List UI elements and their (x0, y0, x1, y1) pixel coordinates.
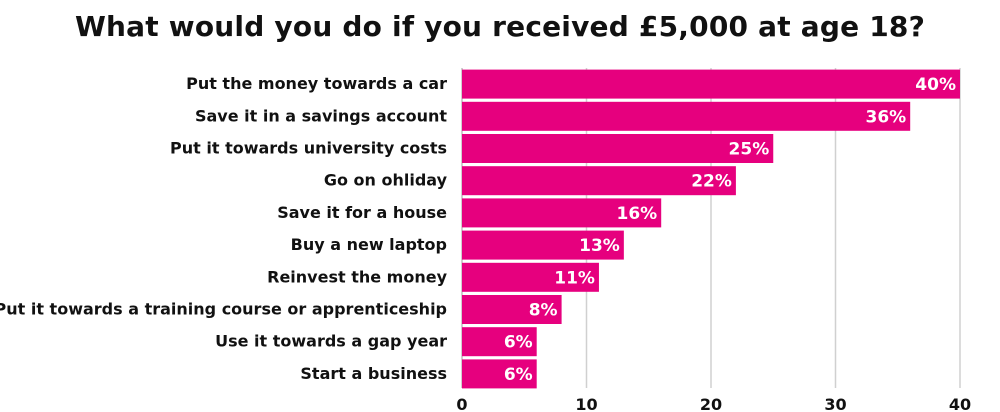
x-tick-label: 0 (456, 395, 467, 412)
category-label: Start a business (300, 364, 447, 383)
bar (462, 134, 774, 163)
bar-value-label: 13% (579, 236, 620, 256)
x-tick-label: 40 (949, 395, 971, 412)
bar-value-label: 22% (691, 172, 732, 192)
category-label: Buy a new laptop (291, 235, 447, 254)
category-labels: Put the money towards a car Save it in a … (0, 74, 448, 383)
bar (462, 230, 624, 260)
bar (462, 101, 911, 131)
x-tick-label: 30 (824, 395, 846, 412)
category-label: Reinvest the money (267, 267, 447, 286)
bar (462, 359, 537, 389)
bar (462, 295, 562, 324)
category-label: Save it in a savings account (195, 106, 447, 125)
bar (462, 262, 599, 292)
bar-value-label: 6% (504, 333, 533, 353)
bar (462, 69, 960, 99)
chart-title: What would you do if you received £5,000… (74, 10, 926, 43)
bars: 40% 36% 25% 22% 16% 13% 11% 8% 6% 6% (462, 69, 960, 389)
category-label: Put it towards a training course or appr… (0, 300, 447, 319)
bar-value-label: 8% (529, 301, 558, 321)
category-label: Use it towards a gap year (215, 332, 447, 351)
bar-value-label: 25% (729, 140, 770, 160)
category-label: Put it towards university costs (170, 139, 447, 158)
category-label: Save it for a house (277, 203, 447, 222)
bar (462, 327, 537, 357)
bar-value-label: 40% (915, 75, 956, 95)
category-label: Go on ohliday (324, 171, 448, 190)
x-axis-ticks: 0 10 20 30 40 (456, 395, 971, 412)
bar-value-label: 6% (504, 365, 533, 385)
bar (462, 166, 736, 196)
bar-value-label: 16% (616, 204, 657, 224)
category-label: Put the money towards a car (186, 74, 447, 93)
x-tick-label: 20 (700, 395, 722, 412)
x-tick-label: 10 (575, 395, 597, 412)
bar (462, 198, 662, 228)
bar-value-label: 36% (865, 107, 906, 127)
bar-value-label: 11% (554, 268, 595, 288)
